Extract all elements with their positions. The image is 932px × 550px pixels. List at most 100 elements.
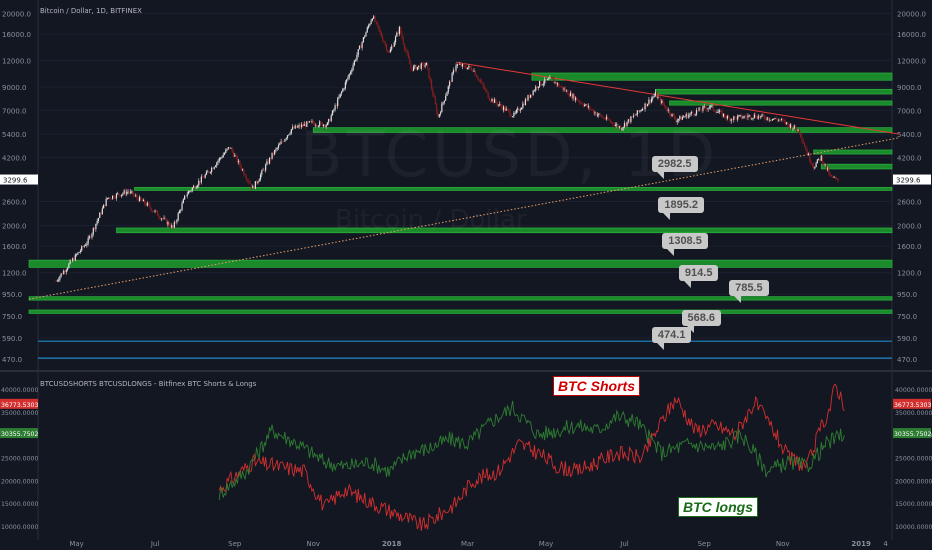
candle-body [658, 96, 660, 98]
candle-body [650, 98, 653, 103]
candle-body [284, 139, 286, 142]
series-longs [218, 400, 845, 501]
candle-body [497, 104, 500, 106]
candle-body [279, 143, 281, 146]
candle-body [478, 79, 480, 81]
candle-body [163, 217, 165, 219]
candle-body [463, 63, 465, 66]
candle-body [510, 115, 512, 117]
candle-body [211, 167, 213, 173]
candle-body [792, 128, 794, 130]
y-tick-left-4: 7000.0 [2, 107, 27, 115]
candle-body [591, 109, 593, 111]
candle-body [275, 148, 277, 151]
candle-body [783, 119, 785, 121]
candle-body [780, 118, 782, 120]
candle-body [659, 97, 662, 104]
candle-body [145, 203, 147, 206]
candle-body [316, 125, 318, 127]
sub-y-tick-left-1: 35000.0000 [1, 410, 38, 417]
candle-body [578, 100, 581, 103]
candle-body [670, 114, 672, 117]
candle-body [496, 102, 498, 106]
candle-body [328, 118, 330, 123]
candle-body [581, 102, 583, 105]
candle-body [339, 93, 341, 98]
candle-body [221, 157, 223, 159]
candle-body [631, 116, 633, 118]
candle-body [65, 269, 67, 272]
candle-body [235, 155, 237, 156]
candle-body [706, 108, 708, 110]
candle-body [661, 100, 663, 104]
candle-body [684, 116, 686, 118]
candle-body [288, 134, 290, 136]
candle-body [415, 65, 417, 70]
candle-body [737, 115, 739, 120]
candle-body [168, 222, 170, 226]
candle-body [733, 116, 735, 121]
series-value-tag-left-0-bg [0, 398, 38, 409]
candle-body [119, 195, 121, 197]
candle-body [812, 165, 815, 169]
candle-body [79, 250, 82, 253]
candle-body [612, 122, 614, 125]
y-tick-right-5: 5400.0 [897, 131, 922, 139]
candle-body [96, 220, 98, 224]
candle-body [789, 124, 791, 128]
candle-body [468, 65, 470, 68]
trendline-red [455, 61, 900, 135]
price-callout-6: 474.1 [651, 327, 692, 343]
y-tick-right-8: 2600.0 [897, 198, 922, 206]
candle-body [555, 81, 557, 85]
candle-body [184, 195, 186, 200]
candle-body [267, 161, 269, 164]
candle-body [308, 121, 310, 123]
zone-5 [820, 163, 893, 170]
candle-body [366, 27, 368, 33]
candle-body [519, 109, 521, 111]
candle-body [528, 95, 530, 98]
candle-body [473, 70, 475, 72]
candle-body [262, 169, 264, 171]
candle-body [69, 260, 71, 264]
candle-body [665, 105, 667, 109]
candle-body [141, 199, 143, 202]
candle-body [608, 119, 610, 121]
candle-body [622, 126, 624, 129]
candle-body [527, 95, 529, 101]
candle-body [175, 222, 177, 223]
candle-body [688, 114, 690, 118]
candle-body [674, 115, 676, 119]
candle-body [617, 124, 619, 128]
candle-body [405, 49, 407, 52]
x-tick-1: Jul [150, 540, 160, 548]
candle-body [823, 162, 825, 165]
candle-body [532, 90, 534, 96]
candle-body [146, 202, 148, 206]
candle-body [421, 63, 424, 65]
candle-body [335, 105, 337, 107]
candle-body [599, 113, 601, 116]
candle-body [310, 121, 312, 122]
candle-body [398, 26, 401, 34]
sub-y-tick-left-4: 20000.0000 [1, 478, 38, 485]
candle-body [457, 64, 460, 66]
candle-body [200, 176, 202, 183]
candle-body [142, 199, 145, 202]
candle-body [547, 78, 550, 80]
candle-body [679, 115, 681, 120]
candle-body [106, 198, 109, 200]
candle-body [238, 160, 240, 163]
candle-body [604, 118, 606, 120]
candle-body [681, 117, 683, 120]
candle-body [420, 63, 422, 69]
candle-body [187, 191, 190, 195]
candle-body [338, 97, 340, 99]
candle-body [293, 126, 295, 129]
y-tick-right-15: 470.0 [897, 356, 917, 364]
candle-body [244, 174, 246, 177]
candle-body [794, 125, 797, 129]
candle-body [292, 126, 294, 130]
candle-body [433, 95, 435, 98]
